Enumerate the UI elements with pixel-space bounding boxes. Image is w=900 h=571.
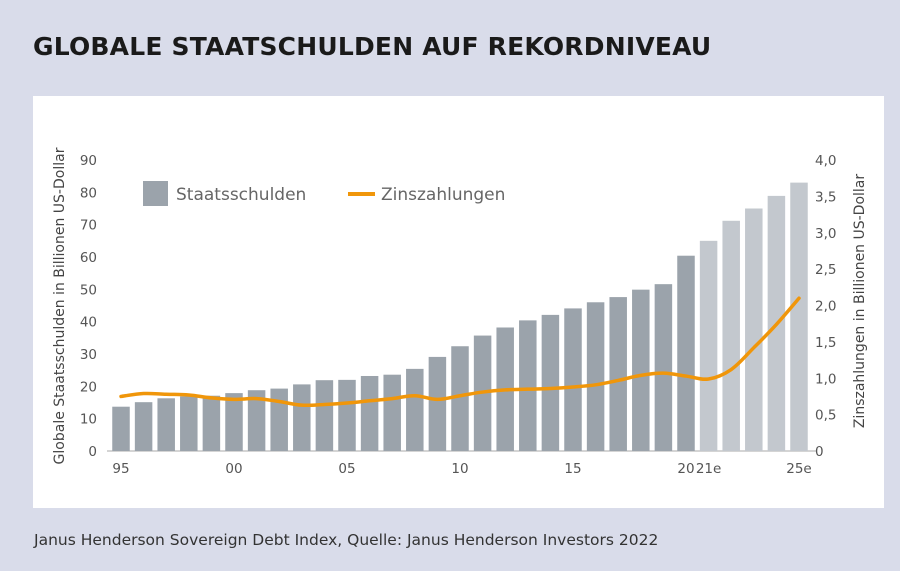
bar	[428, 356, 447, 451]
right-axis-ticks: 0 0,5 1,0 1,5 2,0 2,5 3,0 3,5 4,0	[815, 153, 836, 460]
right-tick-label: 3,0	[815, 226, 836, 242]
left-tick-label: 80	[80, 185, 97, 201]
bar	[202, 395, 221, 451]
line-series-zinszahlungen	[119, 296, 801, 408]
bar	[225, 393, 243, 451]
x-tick-label: 10	[451, 461, 468, 477]
bar	[247, 390, 266, 451]
bar	[180, 396, 198, 451]
left-tick-label: 70	[80, 218, 97, 234]
bar	[519, 320, 537, 451]
bar	[112, 406, 130, 451]
bar	[790, 182, 808, 451]
bar	[541, 314, 560, 451]
right-tick-label: 3,5	[815, 189, 836, 205]
bar	[609, 297, 627, 451]
legend-swatch-staatsschulden	[143, 181, 168, 206]
legend: Staatsschulden Zinszahlungen	[143, 181, 505, 206]
bar	[677, 255, 695, 451]
x-tick-label: 00	[225, 461, 242, 477]
bar	[293, 384, 311, 451]
left-tick-label: 0	[88, 444, 97, 460]
right-tick-label: 2,0	[815, 299, 836, 315]
source-note: Janus Henderson Sovereign Debt Index, Qu…	[34, 531, 659, 549]
bar	[745, 208, 763, 451]
x-axis-ticks: 95 00 05 10 15 20 21e 25e	[112, 461, 811, 477]
bar	[586, 302, 605, 451]
left-tick-label: 60	[80, 250, 97, 266]
bar	[564, 308, 582, 451]
bar	[383, 374, 401, 451]
bar	[157, 398, 175, 451]
left-tick-label: 40	[80, 315, 97, 331]
left-tick-label: 20	[80, 379, 97, 395]
bar-series-staatsschulden	[112, 182, 808, 451]
bar	[315, 380, 334, 451]
left-tick-label: 30	[80, 347, 97, 363]
bar	[360, 375, 379, 451]
bar	[406, 368, 424, 451]
right-tick-label: 1,5	[815, 335, 836, 351]
chart-panel: 0 10 20 30 40 50 60 70 80 90 0 0,5 1,0 1,5 2,0 2,5 3,0 3…	[33, 96, 884, 508]
chart-title: GLOBALE STAATSCHULDEN AUF REKORDNIVEAU	[33, 32, 712, 61]
bar	[632, 289, 650, 451]
right-tick-label: 2,5	[815, 262, 836, 278]
bar	[722, 220, 740, 451]
bar	[134, 402, 153, 451]
left-tick-label: 50	[80, 282, 97, 298]
bar	[699, 240, 718, 451]
x-tick-label: 95	[112, 461, 129, 477]
legend-label-zinszahlungen: Zinszahlungen	[381, 185, 505, 205]
x-tick-label: 05	[338, 461, 355, 477]
right-tick-label: 4,0	[815, 153, 836, 169]
x-tick-label: 25e	[786, 461, 811, 477]
bar	[451, 346, 469, 451]
right-tick-label: 0,5	[815, 408, 836, 424]
bar	[270, 388, 288, 451]
left-tick-label: 10	[80, 412, 97, 428]
left-tick-label: 90	[80, 153, 97, 169]
x-tick-label: 20	[677, 461, 694, 477]
chart: 0 10 20 30 40 50 60 70 80 90 0 0,5 1,0 1,5 2,0 2,5 3,0 3…	[52, 147, 868, 477]
right-tick-label: 0	[815, 444, 824, 460]
legend-label-staatsschulden: Staatsschulden	[176, 185, 306, 205]
right-axis-title: Zinszahlungen in Billionen US-Dollar	[852, 174, 868, 429]
bar	[654, 284, 673, 451]
bar	[338, 379, 356, 451]
left-axis-ticks: 0 10 20 30 40 50 60 70 80 90	[80, 153, 97, 460]
x-tick-label: 15	[564, 461, 581, 477]
right-tick-label: 1,0	[815, 371, 836, 387]
left-axis-title: Globale Staatsschulden in Billionen US-D…	[52, 147, 68, 464]
line-zinszahlungen	[119, 296, 801, 408]
x-tick-label: 21e	[696, 461, 721, 477]
